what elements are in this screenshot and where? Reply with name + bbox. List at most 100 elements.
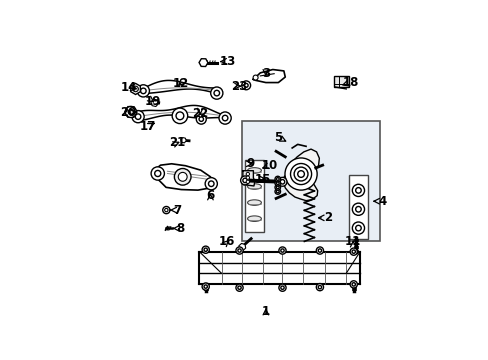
FancyBboxPatch shape (244, 159, 264, 232)
Circle shape (154, 170, 161, 176)
Circle shape (276, 186, 279, 189)
Text: 23: 23 (230, 80, 246, 93)
Circle shape (237, 249, 241, 252)
Circle shape (210, 87, 223, 99)
Text: 11: 11 (345, 235, 361, 248)
Circle shape (214, 90, 219, 96)
Circle shape (235, 247, 243, 254)
Text: 14: 14 (120, 81, 137, 94)
FancyBboxPatch shape (348, 175, 367, 239)
Circle shape (278, 177, 286, 186)
Circle shape (237, 286, 241, 289)
Text: 13: 13 (219, 55, 236, 68)
Circle shape (352, 184, 364, 197)
Circle shape (205, 177, 217, 190)
Text: 18: 18 (342, 76, 358, 89)
Circle shape (278, 284, 285, 291)
Circle shape (240, 176, 249, 185)
Circle shape (276, 177, 279, 180)
Circle shape (125, 107, 136, 117)
Text: 17: 17 (140, 120, 156, 133)
Circle shape (274, 185, 280, 190)
Polygon shape (155, 164, 214, 190)
Text: 21: 21 (169, 136, 185, 149)
Circle shape (349, 248, 357, 255)
Polygon shape (243, 171, 254, 186)
Circle shape (274, 176, 280, 182)
Circle shape (352, 222, 364, 234)
Circle shape (164, 208, 168, 212)
Circle shape (243, 178, 247, 183)
Circle shape (174, 168, 191, 185)
Circle shape (245, 180, 249, 184)
Circle shape (355, 207, 361, 212)
Circle shape (133, 86, 138, 92)
Circle shape (278, 247, 285, 254)
Polygon shape (252, 69, 285, 82)
Text: 5: 5 (274, 131, 282, 144)
Circle shape (355, 188, 361, 193)
Text: 9: 9 (245, 157, 254, 170)
Circle shape (349, 281, 357, 288)
Text: 1: 1 (261, 305, 269, 318)
Circle shape (196, 114, 206, 124)
Text: 3: 3 (261, 67, 269, 80)
Circle shape (235, 284, 243, 291)
Text: 10: 10 (262, 159, 278, 172)
Circle shape (318, 249, 321, 252)
Text: 16: 16 (219, 235, 235, 248)
Circle shape (318, 285, 321, 289)
Circle shape (203, 248, 207, 251)
Circle shape (352, 203, 364, 215)
Circle shape (355, 225, 361, 231)
Circle shape (219, 112, 231, 124)
Circle shape (241, 81, 250, 90)
Ellipse shape (247, 168, 261, 173)
Polygon shape (199, 252, 359, 284)
Circle shape (290, 163, 311, 185)
Circle shape (202, 246, 209, 253)
Circle shape (128, 109, 133, 114)
Circle shape (178, 172, 187, 181)
Circle shape (274, 180, 280, 186)
Text: 2: 2 (324, 211, 332, 224)
Circle shape (351, 283, 355, 286)
Polygon shape (138, 105, 226, 121)
Polygon shape (283, 149, 319, 201)
Circle shape (132, 111, 144, 123)
Circle shape (276, 190, 279, 193)
Circle shape (351, 250, 355, 253)
Circle shape (280, 286, 284, 289)
Circle shape (276, 182, 279, 185)
Circle shape (140, 88, 146, 94)
Ellipse shape (247, 184, 261, 189)
Text: 7: 7 (173, 203, 181, 217)
Circle shape (176, 112, 183, 120)
Circle shape (222, 115, 227, 121)
FancyBboxPatch shape (242, 121, 379, 242)
Circle shape (316, 284, 323, 291)
Circle shape (245, 172, 249, 176)
Circle shape (297, 171, 304, 177)
Circle shape (203, 285, 207, 288)
Text: 15: 15 (254, 172, 270, 185)
Text: 12: 12 (172, 77, 188, 90)
Text: 22: 22 (192, 107, 208, 120)
Circle shape (137, 85, 149, 97)
Text: 6: 6 (206, 189, 214, 202)
Circle shape (280, 249, 284, 252)
Circle shape (151, 167, 164, 180)
Text: 20: 20 (120, 106, 136, 119)
Polygon shape (143, 80, 217, 94)
FancyBboxPatch shape (333, 76, 348, 87)
Text: 19: 19 (144, 95, 161, 108)
Circle shape (293, 167, 307, 181)
Text: 8: 8 (176, 222, 184, 235)
Circle shape (285, 158, 317, 190)
Text: 4: 4 (377, 195, 386, 208)
Circle shape (208, 181, 214, 186)
Circle shape (280, 180, 284, 184)
Circle shape (202, 283, 209, 290)
Circle shape (135, 114, 141, 120)
Circle shape (128, 109, 133, 114)
